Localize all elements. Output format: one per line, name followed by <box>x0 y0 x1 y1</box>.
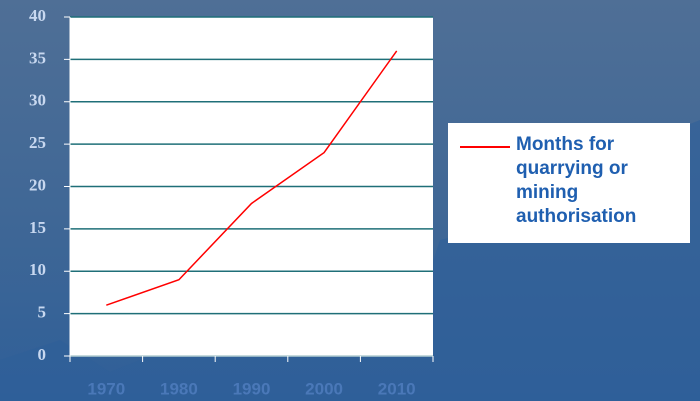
x-tick-label: 2010 <box>378 379 416 398</box>
x-tick-label: 1980 <box>160 379 198 398</box>
line <box>106 50 398 306</box>
y-tick-label: 25 <box>29 133 46 152</box>
y-tick-label: 0 <box>38 345 47 364</box>
y-tick-label: 40 <box>29 6 46 25</box>
legend-label: Months for quarrying or mining authorisa… <box>516 134 637 227</box>
x-tick-label: 2000 <box>305 379 343 398</box>
y-tick-label: 20 <box>29 175 46 194</box>
mountain <box>0 120 700 401</box>
x-tick-label: 1990 <box>233 379 271 398</box>
y-tick-label: 30 <box>29 91 46 110</box>
y-tick-label: 5 <box>38 303 47 322</box>
y-tick-label: 35 <box>29 48 46 67</box>
legend: Months for quarrying or mining authorisa… <box>448 123 690 243</box>
legend-swatch <box>460 146 510 148</box>
y-tick-label: 10 <box>29 260 46 279</box>
x-tick-label: 1970 <box>87 379 125 398</box>
y-tick-label: 15 <box>29 218 46 237</box>
